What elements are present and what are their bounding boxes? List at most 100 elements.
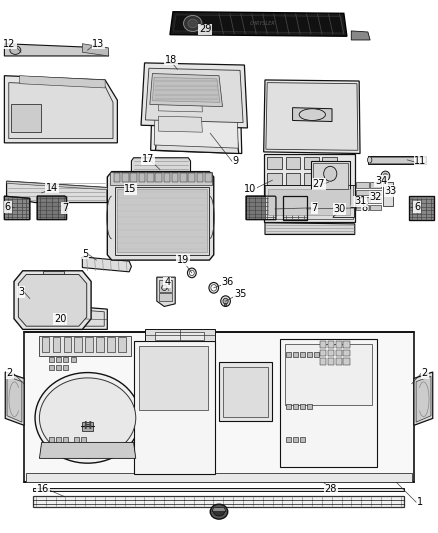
- Polygon shape: [117, 189, 207, 252]
- Bar: [163, 173, 170, 182]
- Bar: [205, 173, 212, 182]
- Bar: [314, 352, 319, 357]
- Bar: [370, 157, 424, 163]
- Polygon shape: [409, 196, 434, 220]
- Bar: [370, 197, 381, 203]
- Polygon shape: [4, 44, 109, 56]
- Text: 30: 30: [333, 204, 346, 214]
- Bar: [39, 336, 131, 356]
- Polygon shape: [33, 488, 404, 491]
- Polygon shape: [33, 496, 404, 507]
- Ellipse shape: [422, 157, 426, 163]
- Ellipse shape: [367, 157, 372, 163]
- Bar: [343, 341, 350, 348]
- Bar: [293, 352, 298, 357]
- Polygon shape: [351, 31, 370, 40]
- Polygon shape: [159, 96, 202, 112]
- Polygon shape: [150, 74, 223, 107]
- Bar: [343, 350, 350, 356]
- Text: 32: 32: [370, 192, 382, 202]
- Ellipse shape: [324, 166, 337, 181]
- Bar: [370, 190, 381, 195]
- Polygon shape: [154, 92, 238, 148]
- Ellipse shape: [187, 268, 196, 278]
- Ellipse shape: [214, 507, 224, 516]
- Text: 14: 14: [46, 183, 58, 192]
- Text: 7: 7: [311, 203, 318, 213]
- Bar: [300, 404, 305, 409]
- Polygon shape: [43, 271, 64, 274]
- Bar: [267, 157, 282, 169]
- Ellipse shape: [211, 285, 216, 291]
- Text: 6: 6: [414, 202, 420, 212]
- Bar: [293, 404, 298, 409]
- Ellipse shape: [210, 504, 228, 519]
- Text: 2: 2: [7, 368, 13, 378]
- Polygon shape: [39, 442, 136, 458]
- Bar: [322, 173, 337, 185]
- Bar: [286, 157, 300, 169]
- Bar: [304, 189, 319, 201]
- Text: 3: 3: [18, 287, 24, 297]
- Polygon shape: [20, 76, 105, 88]
- Bar: [343, 358, 350, 365]
- Bar: [63, 437, 68, 442]
- Polygon shape: [82, 257, 131, 272]
- Bar: [71, 357, 76, 362]
- Polygon shape: [416, 376, 431, 422]
- Bar: [172, 173, 178, 182]
- Text: 29: 29: [199, 25, 211, 34]
- Polygon shape: [14, 271, 91, 329]
- Bar: [64, 337, 71, 352]
- Bar: [293, 437, 298, 442]
- Text: 19: 19: [177, 255, 189, 265]
- Bar: [285, 344, 372, 405]
- Bar: [307, 352, 312, 357]
- Bar: [370, 205, 381, 210]
- Bar: [267, 189, 282, 201]
- Polygon shape: [24, 332, 414, 482]
- Text: 18: 18: [165, 55, 177, 64]
- Polygon shape: [293, 108, 332, 122]
- Ellipse shape: [381, 171, 390, 181]
- Text: 11: 11: [414, 156, 427, 166]
- Bar: [307, 404, 312, 409]
- Ellipse shape: [162, 285, 167, 290]
- Polygon shape: [266, 83, 358, 150]
- Bar: [286, 352, 291, 357]
- Bar: [134, 341, 215, 474]
- Polygon shape: [9, 83, 113, 139]
- Bar: [219, 362, 272, 421]
- Text: 5: 5: [82, 249, 88, 259]
- Bar: [81, 437, 86, 442]
- Ellipse shape: [35, 373, 140, 463]
- Text: 31: 31: [354, 197, 366, 206]
- Text: 2: 2: [422, 368, 428, 378]
- Polygon shape: [170, 12, 347, 36]
- Bar: [85, 337, 93, 352]
- Bar: [42, 337, 49, 352]
- Bar: [49, 365, 54, 370]
- Bar: [320, 341, 326, 348]
- Polygon shape: [131, 158, 191, 180]
- Bar: [383, 182, 393, 206]
- Polygon shape: [18, 274, 87, 326]
- Polygon shape: [283, 196, 307, 220]
- Bar: [311, 161, 350, 204]
- Bar: [264, 154, 355, 222]
- Text: 15: 15: [124, 184, 137, 194]
- Ellipse shape: [184, 15, 202, 31]
- Text: 28: 28: [325, 484, 337, 494]
- Bar: [49, 357, 54, 362]
- Bar: [336, 358, 342, 365]
- Polygon shape: [82, 422, 93, 431]
- Text: 13: 13: [92, 39, 105, 49]
- Bar: [63, 365, 68, 370]
- Polygon shape: [159, 116, 202, 132]
- Text: 34: 34: [375, 176, 387, 186]
- Polygon shape: [7, 376, 22, 422]
- Bar: [53, 337, 60, 352]
- Bar: [56, 437, 61, 442]
- Polygon shape: [246, 196, 276, 220]
- Polygon shape: [368, 156, 426, 164]
